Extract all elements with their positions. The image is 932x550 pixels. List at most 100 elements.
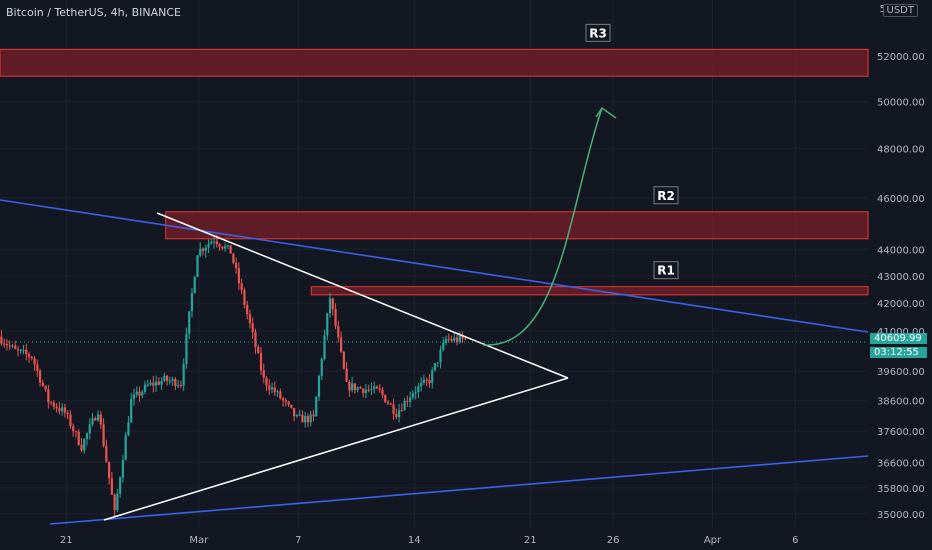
candle-body — [312, 414, 315, 417]
candle-body — [146, 384, 149, 386]
candle-body — [273, 387, 276, 393]
candle-body — [326, 313, 329, 336]
candle-body — [94, 418, 97, 421]
candle-body — [177, 385, 180, 387]
candle-body — [287, 401, 290, 405]
candle-body — [315, 396, 318, 417]
candle-body — [453, 337, 456, 341]
candle-body — [301, 414, 304, 423]
candle-body — [406, 400, 409, 402]
candle-body — [356, 387, 359, 391]
bar-countdown-label: 03:12:55 — [870, 347, 927, 358]
candle-body — [442, 342, 445, 350]
candle-body — [317, 375, 321, 397]
candle-body — [461, 335, 464, 339]
candle-body — [185, 333, 188, 364]
candle-body — [0, 336, 3, 344]
candle-body — [279, 391, 282, 399]
price-tick-label: 43000.00 — [877, 272, 925, 283]
candle-body — [69, 414, 72, 427]
currency-badge[interactable]: USDT — [882, 4, 918, 17]
candle-body — [154, 381, 158, 386]
candle-body — [411, 393, 414, 398]
candle-body — [221, 246, 224, 249]
candle-body — [212, 241, 216, 243]
candle-body — [166, 375, 169, 381]
candle-body — [259, 353, 263, 371]
time-tick-label: 6 — [792, 535, 798, 546]
candle-body — [83, 439, 86, 451]
candle-body — [304, 415, 307, 423]
price-tick-label: 36600.00 — [877, 458, 925, 469]
candle-body — [14, 345, 17, 349]
candle-body — [160, 380, 163, 385]
candle-body — [201, 248, 205, 251]
candle-body — [52, 402, 55, 407]
candle-body — [439, 349, 442, 363]
candle-body — [403, 400, 406, 411]
candle-body — [298, 414, 301, 416]
candle-body — [61, 407, 64, 412]
candle-body — [96, 414, 100, 421]
candles — [0, 234, 467, 518]
candle-body — [334, 309, 337, 327]
candle-body — [193, 277, 196, 293]
time-axis[interactable]: 21 Mar 7 14 21 26 Apr 6 — [60, 535, 799, 546]
candle-body — [284, 400, 287, 402]
candle-body — [218, 244, 221, 247]
candle-body — [389, 403, 392, 405]
candle-body — [215, 241, 218, 245]
candle-body — [232, 253, 235, 263]
candle-body — [210, 241, 213, 244]
zone-labels: R3 R2 R1 — [585, 23, 679, 280]
candle-body — [351, 383, 354, 391]
symbol-title[interactable]: Bitcoin / TetherUS, 4h, BINANCE — [6, 6, 182, 19]
candle-body — [207, 243, 210, 248]
candle-body — [66, 412, 69, 415]
candle-body — [353, 383, 356, 391]
candle-body — [381, 389, 384, 395]
candle-body — [108, 461, 111, 479]
candle-body — [204, 247, 207, 251]
candle-body — [414, 392, 417, 394]
candle-body — [143, 384, 147, 392]
candle-body — [386, 402, 390, 404]
candle-body — [384, 394, 387, 403]
time-tick-label: Mar — [189, 535, 209, 546]
candle-body — [157, 381, 160, 385]
candle-body — [328, 298, 332, 314]
time-tick-label: 7 — [295, 535, 301, 546]
candle-body — [444, 338, 448, 343]
candle-body — [359, 387, 362, 389]
zone-label-box — [653, 261, 679, 280]
candle-body — [99, 414, 102, 425]
candle-body — [295, 415, 298, 417]
candle-body — [50, 402, 53, 404]
candle-body — [392, 404, 395, 414]
zone-r1 — [310, 286, 869, 296]
price-axis[interactable]: 35000.00 35800.00 36600.00 37600.00 38600.00… — [877, 52, 925, 521]
candle-body — [226, 245, 229, 247]
candle-body — [11, 345, 14, 347]
triangle-upper-line — [156, 212, 569, 379]
candle-body — [265, 377, 268, 386]
candle-body — [179, 385, 183, 387]
candle-body — [113, 494, 116, 511]
candle-body — [345, 368, 348, 382]
zone-label-box — [585, 23, 611, 42]
candle-body — [55, 406, 58, 409]
candle-body — [248, 314, 252, 324]
candle-body — [119, 477, 122, 494]
time-tick-label: 21 — [524, 535, 537, 546]
candle-body — [320, 358, 323, 376]
grid — [0, 0, 868, 528]
candle-body — [342, 351, 345, 369]
candle-body — [182, 363, 185, 386]
ascending-trendline — [49, 455, 869, 525]
candle-body — [373, 386, 376, 390]
candle-body — [235, 262, 238, 269]
candle-body — [447, 338, 450, 340]
candle-body — [400, 410, 403, 412]
